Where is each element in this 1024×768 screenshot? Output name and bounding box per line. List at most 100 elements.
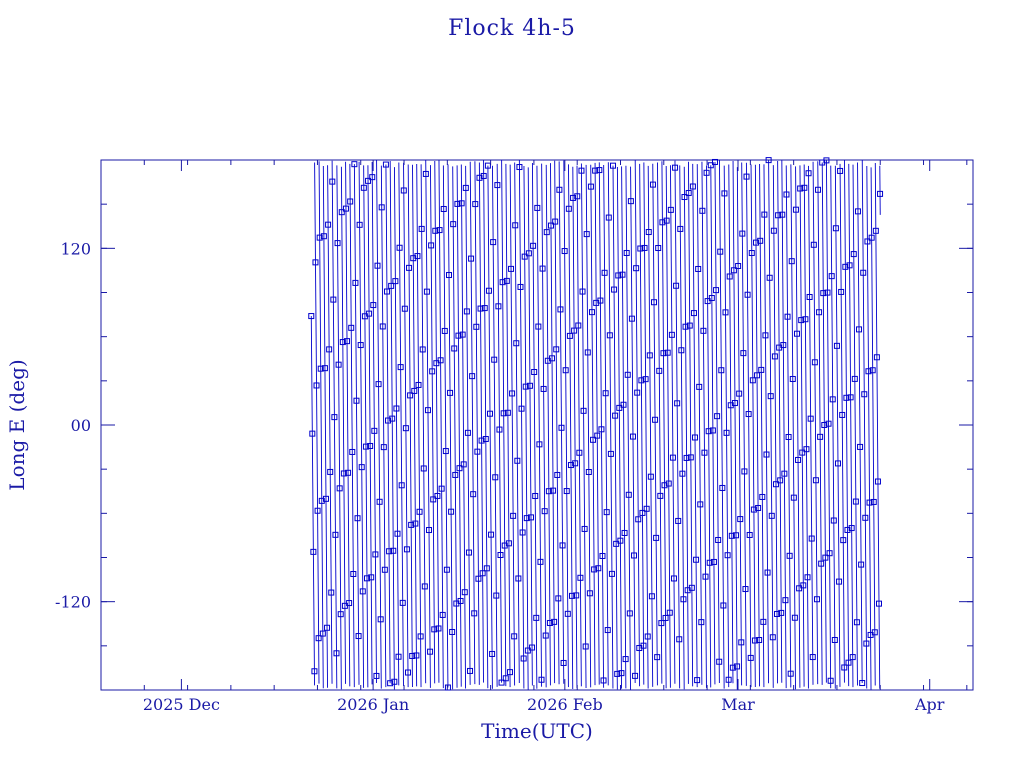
- trace-marker: [434, 492, 441, 499]
- x-tick-label: 2025 Dec: [143, 695, 220, 714]
- trace-marker: [577, 574, 584, 581]
- longitude-trace-segment: [706, 165, 712, 688]
- trace-marker: [352, 279, 359, 286]
- trace-marker: [431, 626, 438, 633]
- trace-marker: [730, 267, 737, 274]
- trace-marker: [703, 169, 710, 176]
- trace-marker: [562, 367, 569, 374]
- longitude-trace-segment: [750, 164, 756, 688]
- trace-marker: [494, 182, 501, 189]
- trace-marker: [553, 346, 560, 353]
- longitude-trace-segment: [425, 160, 431, 688]
- trace-marker: [332, 531, 339, 538]
- trace-marker: [608, 570, 615, 577]
- trace-marker: [376, 498, 383, 505]
- trace-marker: [363, 575, 370, 582]
- trace-marker: [806, 293, 813, 300]
- trace-marker: [675, 517, 682, 524]
- trace-marker: [665, 480, 672, 487]
- trace-marker: [783, 191, 790, 198]
- trace-marker: [444, 684, 451, 691]
- trace-marker: [427, 648, 434, 655]
- trace-marker: [640, 642, 647, 649]
- x-tick-label: Apr: [914, 695, 945, 714]
- longitude-trace-segment: [763, 164, 769, 684]
- trace-marker: [765, 157, 772, 164]
- trace-marker: [557, 306, 564, 313]
- trace-marker: [603, 509, 610, 516]
- trace-marker: [682, 323, 689, 330]
- longitude-trace-segment: [834, 165, 841, 687]
- trace-marker: [513, 340, 520, 347]
- trace-marker: [642, 376, 649, 383]
- trace-marker: [467, 667, 474, 674]
- y-tick-label: 00: [71, 416, 91, 435]
- trace-marker: [790, 494, 797, 501]
- trace-marker: [827, 677, 834, 684]
- trace-marker: [482, 436, 489, 443]
- longitude-trace-segment: [661, 161, 667, 689]
- longitude-trace-segment: [768, 160, 774, 688]
- longitude-trace-segment: [568, 164, 574, 689]
- trace-marker: [345, 469, 352, 476]
- trace-marker: [782, 597, 789, 604]
- trace-marker: [744, 291, 751, 298]
- trace-marker: [690, 310, 697, 317]
- trace-marker: [423, 288, 430, 295]
- y-axis-title: Long E (deg): [5, 359, 29, 490]
- longitude-trace-segment: [460, 164, 467, 689]
- longitude-trace-segment: [541, 163, 547, 688]
- trace-marker: [664, 349, 671, 356]
- trace-marker: [857, 443, 864, 450]
- trace-marker: [473, 323, 480, 330]
- trace-marker: [718, 367, 725, 374]
- trace-marker: [419, 346, 426, 353]
- trace-marker: [825, 420, 832, 427]
- trace-marker: [748, 250, 755, 257]
- trace-marker: [844, 526, 851, 533]
- trace-marker: [606, 332, 613, 339]
- trace-marker: [789, 375, 796, 382]
- trace-marker: [800, 582, 807, 589]
- trace-marker: [342, 205, 349, 212]
- trace-marker: [619, 271, 626, 278]
- longitude-trace-segment: [389, 161, 395, 690]
- trace-marker: [745, 411, 752, 418]
- longitude-trace-segment: [518, 160, 525, 689]
- longitude-trace-segment: [331, 160, 338, 689]
- trace-marker: [678, 347, 685, 354]
- trace-marker: [661, 482, 668, 489]
- longitude-trace-segment: [407, 164, 413, 688]
- trace-marker: [565, 205, 572, 212]
- trace-marker: [762, 332, 769, 339]
- longitude-trace-segment: [474, 161, 480, 685]
- trace-marker: [845, 659, 852, 666]
- trace-marker: [877, 190, 884, 197]
- longitude-trace-segment: [483, 160, 489, 689]
- trace-marker: [720, 602, 727, 609]
- trace-marker: [378, 204, 385, 211]
- y-axis-ticks: 120 00 -120: [55, 159, 973, 691]
- x-tick-label: 2026 Jan: [337, 695, 409, 714]
- trace-marker: [681, 194, 688, 201]
- trace-marker: [483, 565, 490, 572]
- trace-marker: [582, 643, 589, 650]
- longitude-trace-segment: [790, 164, 796, 690]
- longitude-trace-segment: [830, 165, 836, 689]
- trace-marker: [832, 225, 839, 232]
- longitude-trace-segment: [545, 164, 551, 686]
- trace-marker: [771, 353, 778, 360]
- longitude-trace-segment: [416, 164, 422, 688]
- trace-marker: [604, 627, 611, 634]
- trace-marker: [822, 554, 829, 561]
- trace-marker: [330, 296, 337, 303]
- trace-marker: [430, 496, 437, 503]
- trace-marker: [615, 272, 622, 279]
- trace-marker: [395, 653, 402, 660]
- longitude-trace-segment: [665, 166, 671, 688]
- trace-marker: [449, 628, 456, 635]
- trace-marker: [400, 187, 407, 194]
- longitude-trace-segment: [643, 162, 649, 689]
- trace-marker: [698, 619, 705, 626]
- trace-marker: [373, 672, 380, 679]
